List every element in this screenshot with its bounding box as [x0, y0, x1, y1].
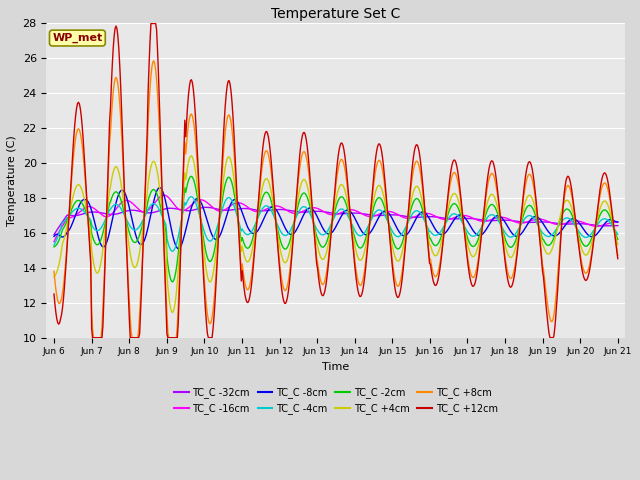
TC_C +4cm: [614, 242, 621, 248]
TC_C -8cm: [477, 232, 484, 238]
TC_C -4cm: [197, 217, 205, 223]
Line: TC_C -4cm: TC_C -4cm: [54, 197, 618, 251]
TC_C -32cm: [383, 212, 391, 218]
TC_C -16cm: [160, 192, 168, 198]
Line: TC_C +4cm: TC_C +4cm: [54, 156, 618, 312]
TC_C -4cm: [307, 213, 315, 219]
TC_C -2cm: [50, 244, 58, 250]
TC_C +12cm: [429, 274, 436, 280]
TC_C +8cm: [307, 192, 315, 197]
TC_C -4cm: [150, 201, 157, 206]
Title: Temperature Set C: Temperature Set C: [271, 7, 401, 21]
TC_C -8cm: [174, 246, 182, 252]
TC_C -16cm: [428, 212, 435, 217]
TC_C -32cm: [203, 204, 211, 210]
TC_C +4cm: [169, 310, 177, 315]
TC_C -2cm: [384, 219, 392, 225]
TC_C -16cm: [476, 218, 483, 224]
TC_C +4cm: [50, 274, 58, 279]
TC_C -32cm: [150, 209, 157, 215]
TC_C -8cm: [150, 198, 157, 204]
TC_C -2cm: [197, 218, 205, 224]
TC_C +12cm: [477, 242, 484, 248]
Line: TC_C +8cm: TC_C +8cm: [54, 61, 618, 338]
TC_C +4cm: [384, 218, 392, 224]
TC_C +12cm: [148, 21, 156, 26]
TC_C -8cm: [197, 199, 205, 205]
TC_C +8cm: [477, 240, 484, 246]
TC_C -16cm: [306, 205, 314, 211]
X-axis label: Time: Time: [323, 362, 349, 372]
TC_C +12cm: [307, 187, 315, 193]
TC_C -32cm: [614, 223, 621, 228]
TC_C -16cm: [614, 219, 621, 225]
TC_C +8cm: [50, 268, 58, 274]
TC_C +8cm: [197, 220, 205, 226]
Line: TC_C -2cm: TC_C -2cm: [54, 176, 618, 282]
TC_C +12cm: [152, 21, 159, 26]
TC_C -32cm: [195, 205, 203, 211]
TC_C -8cm: [307, 205, 315, 211]
TC_C -32cm: [306, 209, 314, 215]
TC_C +12cm: [89, 335, 97, 341]
TC_C -16cm: [50, 239, 58, 245]
TC_C +4cm: [150, 158, 157, 164]
TC_C -8cm: [156, 185, 163, 191]
Legend: TC_C -32cm, TC_C -16cm, TC_C -8cm, TC_C -4cm, TC_C -2cm, TC_C +4cm, TC_C +8cm, T: TC_C -32cm, TC_C -16cm, TC_C -8cm, TC_C …: [170, 384, 502, 418]
TC_C +8cm: [614, 252, 621, 258]
TC_C -8cm: [429, 221, 436, 227]
TC_C -16cm: [383, 209, 391, 215]
TC_C +12cm: [614, 256, 621, 262]
TC_C -2cm: [169, 279, 177, 285]
Line: TC_C -32cm: TC_C -32cm: [54, 207, 618, 235]
TC_C +8cm: [150, 58, 157, 64]
Line: TC_C +12cm: TC_C +12cm: [54, 24, 618, 338]
TC_C -2cm: [188, 173, 195, 179]
TC_C +12cm: [197, 220, 205, 226]
Line: TC_C -16cm: TC_C -16cm: [54, 195, 618, 242]
TC_C +8cm: [90, 335, 97, 341]
Text: WP_met: WP_met: [52, 33, 102, 43]
TC_C -2cm: [614, 237, 621, 242]
TC_C -16cm: [196, 197, 204, 203]
TC_C +4cm: [477, 233, 484, 239]
TC_C +4cm: [307, 202, 315, 208]
TC_C +4cm: [429, 249, 436, 254]
TC_C -32cm: [50, 232, 58, 238]
TC_C -4cm: [50, 242, 58, 248]
TC_C -2cm: [150, 187, 157, 192]
TC_C +4cm: [197, 218, 205, 224]
TC_C +8cm: [152, 67, 159, 73]
TC_C -4cm: [384, 219, 392, 225]
TC_C -32cm: [428, 214, 435, 219]
TC_C -8cm: [384, 210, 392, 216]
TC_C -4cm: [614, 231, 621, 237]
TC_C +8cm: [384, 216, 392, 222]
Line: TC_C -8cm: TC_C -8cm: [54, 188, 618, 249]
TC_C -2cm: [429, 240, 436, 246]
TC_C -32cm: [476, 216, 483, 222]
TC_C -2cm: [307, 207, 315, 213]
TC_C +8cm: [429, 267, 436, 273]
TC_C +12cm: [50, 291, 58, 297]
Y-axis label: Temperature (C): Temperature (C): [7, 135, 17, 226]
TC_C -2cm: [477, 230, 484, 236]
TC_C +4cm: [188, 153, 195, 159]
TC_C +12cm: [384, 216, 392, 222]
TC_C -8cm: [614, 219, 621, 225]
TC_C -4cm: [477, 227, 484, 232]
TC_C -4cm: [169, 248, 177, 254]
TC_C -4cm: [188, 194, 195, 200]
TC_C -4cm: [429, 231, 436, 237]
TC_C -16cm: [150, 201, 157, 207]
TC_C -8cm: [50, 234, 58, 240]
